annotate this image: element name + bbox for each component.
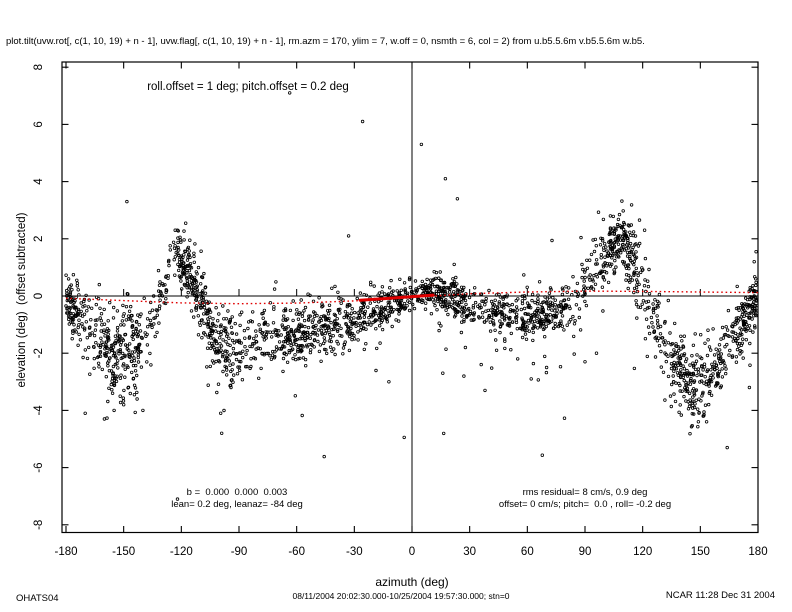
x-tick-label: -60	[288, 546, 305, 558]
lean-annotation: lean= 0.2 deg, leanaz= -84 deg	[171, 499, 303, 510]
y-tick-label: 0	[33, 293, 45, 299]
y-tick-label: -2	[33, 348, 45, 358]
x-tick-label: -90	[231, 546, 248, 558]
time-range-label: 08/11/2004 20:02:30.000-10/25/2004 19:57…	[292, 591, 510, 601]
y-tick-label: 6	[33, 121, 45, 127]
x-tick-label: 0	[409, 546, 415, 558]
x-tick-label: 150	[691, 546, 710, 558]
y-tick-label: 8	[33, 64, 45, 70]
x-axis-label: azimuth (deg)	[375, 575, 449, 589]
scatter-points	[64, 91, 758, 501]
plot-command-title: plot.tilt(uvw.rot[, c(1, 10, 19) + n - 1…	[6, 36, 645, 47]
y-tick-label: -6	[33, 462, 45, 472]
x-tick-label: -120	[170, 546, 193, 558]
project-id-label: OHATS04	[16, 593, 59, 604]
ncar-timestamp-label: NCAR 11:28 Dec 31 2004	[665, 590, 775, 601]
y-axis-label: elevation (deg) (offset subtracted)	[16, 212, 28, 388]
y-tick-label: 4	[33, 178, 45, 185]
x-tick-label: 120	[633, 546, 652, 558]
offset-annotation: roll.offset = 1 deg; pitch.offset = 0.2 …	[147, 81, 349, 93]
rms-residual-annotation: rms residual= 8 cm/s, 0.9 deg	[522, 487, 648, 498]
y-tick-label: 2	[33, 236, 45, 242]
y-tick-label: -8	[33, 520, 45, 530]
x-tick-label: 90	[579, 546, 592, 558]
x-tick-label: 30	[463, 546, 476, 558]
fit-offset-annotation: offset= 0 cm/s; pitch= 0.0 , roll= -0.2 …	[498, 499, 672, 510]
x-tick-label: 60	[521, 546, 534, 558]
b-coefficients-annotation: b = 0.000 0.000 0.003	[186, 487, 288, 498]
x-tick-label: -150	[112, 546, 135, 558]
x-tick-label: 180	[748, 546, 767, 558]
y-tick-label: -4	[33, 405, 45, 416]
x-tick-label: -180	[54, 546, 77, 558]
x-tick-label: -30	[346, 546, 363, 558]
